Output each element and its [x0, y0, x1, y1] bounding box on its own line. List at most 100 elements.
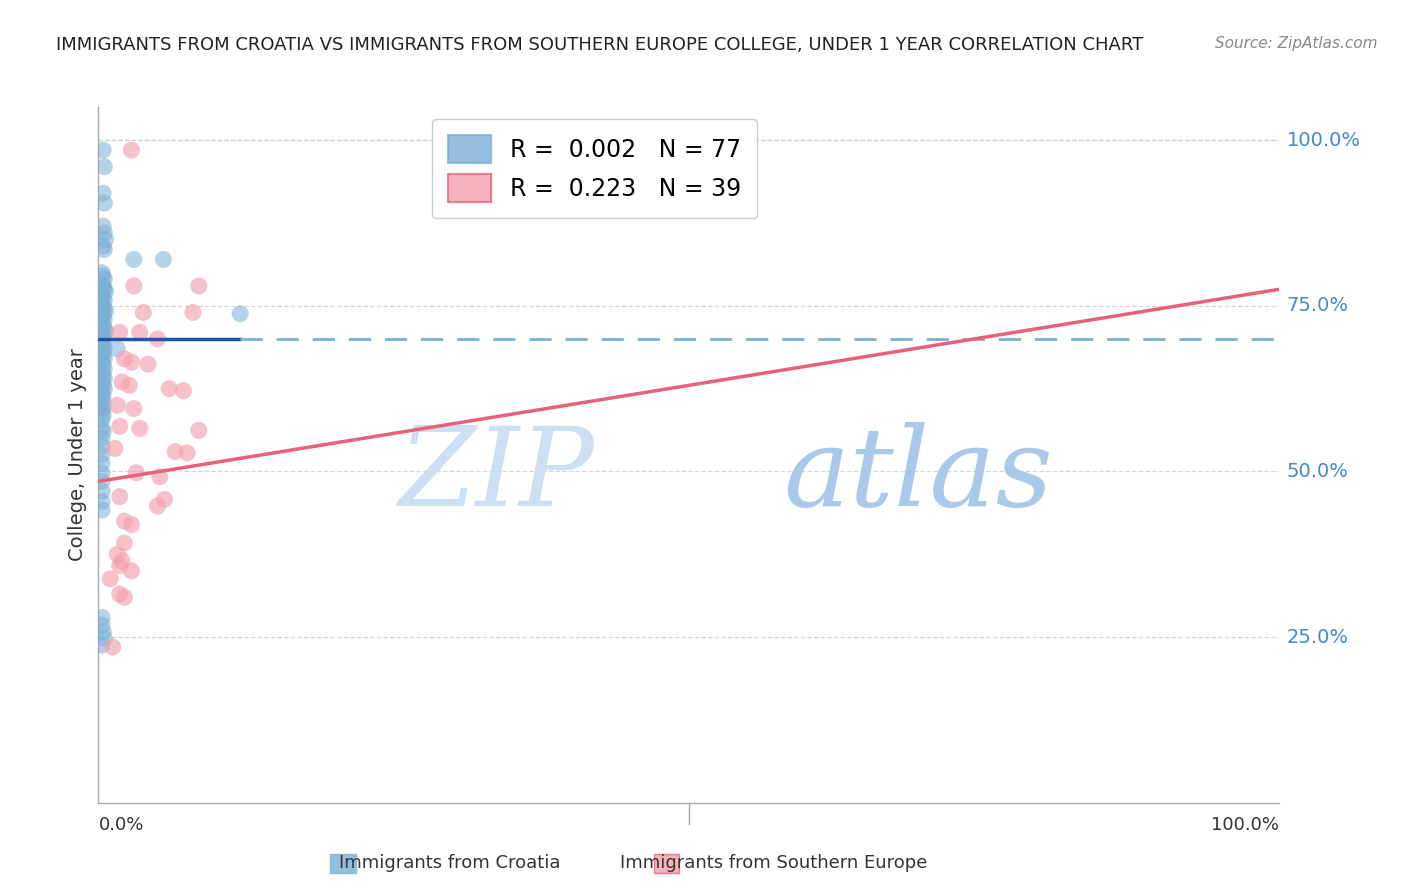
- Point: [187, 424, 209, 438]
- Point: [93, 322, 115, 336]
- Point: [91, 328, 114, 343]
- Point: [91, 300, 114, 314]
- Point: [91, 503, 114, 517]
- Point: [165, 444, 187, 458]
- Point: [94, 285, 117, 299]
- Point: [91, 280, 114, 294]
- Point: [91, 405, 114, 419]
- Point: [93, 243, 115, 257]
- Point: [112, 591, 135, 605]
- Point: [121, 517, 143, 532]
- Point: [91, 388, 114, 402]
- Point: [121, 564, 143, 578]
- Point: [121, 143, 143, 157]
- Point: [187, 279, 209, 293]
- Point: [111, 554, 134, 568]
- Point: [91, 431, 114, 445]
- Point: [112, 536, 135, 550]
- Point: [93, 293, 115, 308]
- Point: [91, 359, 114, 373]
- Point: [91, 395, 114, 409]
- Point: [181, 305, 204, 319]
- Point: [112, 351, 135, 366]
- Point: [91, 398, 114, 412]
- Point: [93, 302, 115, 317]
- Point: [146, 332, 169, 346]
- Point: [157, 382, 180, 396]
- Point: [91, 239, 114, 253]
- Point: [91, 368, 114, 383]
- Point: [91, 421, 114, 435]
- Point: [118, 378, 141, 392]
- Point: [93, 382, 115, 396]
- Point: [94, 324, 117, 338]
- Text: 25.0%: 25.0%: [1286, 628, 1348, 647]
- Point: [176, 446, 198, 460]
- Point: [93, 351, 115, 366]
- Legend: R =  0.002   N = 77, R =  0.223   N = 39: R = 0.002 N = 77, R = 0.223 N = 39: [432, 119, 758, 219]
- Point: [91, 439, 114, 453]
- Point: [91, 335, 114, 350]
- Point: [91, 143, 114, 157]
- Point: [91, 355, 114, 369]
- Point: [111, 375, 134, 389]
- Point: [122, 252, 145, 267]
- Point: [91, 315, 114, 329]
- Point: [91, 338, 114, 352]
- Point: [105, 547, 128, 561]
- Point: [91, 268, 114, 283]
- Point: [91, 401, 114, 416]
- Point: [91, 318, 114, 333]
- Point: [91, 291, 114, 305]
- Point: [128, 421, 150, 435]
- Point: [93, 196, 115, 211]
- Point: [91, 638, 114, 652]
- Point: [91, 307, 114, 321]
- Point: [91, 484, 114, 499]
- Point: [93, 342, 115, 356]
- Point: [122, 279, 145, 293]
- Point: [108, 558, 131, 573]
- Text: 75.0%: 75.0%: [1286, 296, 1348, 316]
- Point: [91, 219, 114, 234]
- Point: [136, 357, 159, 371]
- Point: [93, 361, 115, 376]
- Point: [91, 494, 114, 508]
- Point: [91, 466, 114, 480]
- Point: [152, 252, 174, 267]
- Point: [108, 587, 131, 601]
- Point: [91, 618, 114, 632]
- Point: [108, 490, 131, 504]
- Point: [91, 475, 114, 489]
- Point: [91, 425, 114, 439]
- Point: [93, 312, 115, 326]
- Point: [91, 186, 114, 201]
- Point: [105, 398, 128, 412]
- Point: [132, 305, 155, 319]
- Point: [93, 226, 115, 240]
- Point: [91, 378, 114, 392]
- Point: [112, 514, 135, 528]
- Point: [108, 419, 131, 434]
- Y-axis label: College, Under 1 year: College, Under 1 year: [69, 349, 87, 561]
- Point: [91, 326, 114, 341]
- Point: [91, 349, 114, 363]
- Point: [91, 297, 114, 311]
- Point: [229, 307, 252, 321]
- Text: 50.0%: 50.0%: [1286, 462, 1348, 481]
- Point: [91, 413, 114, 427]
- Point: [149, 470, 172, 484]
- Point: [91, 266, 114, 280]
- Point: [91, 392, 114, 406]
- Text: Source: ZipAtlas.com: Source: ZipAtlas.com: [1215, 36, 1378, 51]
- Text: 0.0%: 0.0%: [98, 816, 143, 834]
- Point: [108, 326, 131, 340]
- Point: [91, 289, 114, 303]
- Point: [98, 572, 121, 586]
- Point: [91, 457, 114, 471]
- Point: [91, 309, 114, 323]
- Point: [91, 408, 114, 422]
- Point: [94, 304, 117, 318]
- Point: [91, 365, 114, 379]
- Point: [172, 384, 194, 398]
